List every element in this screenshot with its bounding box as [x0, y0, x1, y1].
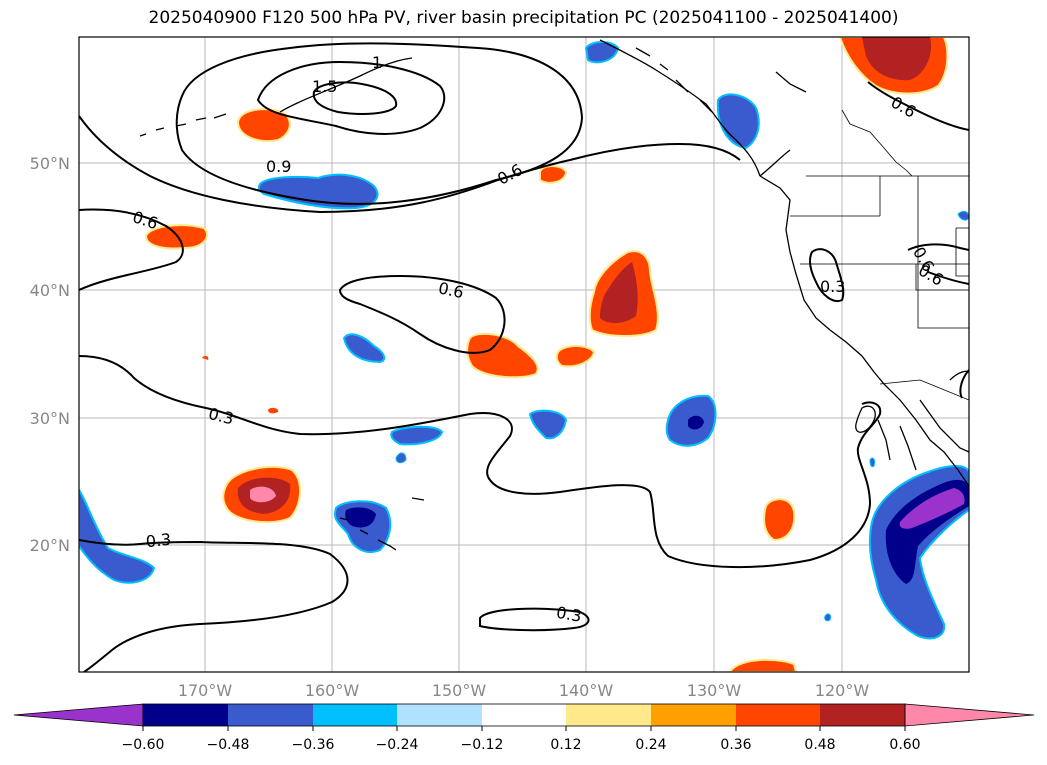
blob-40n-core	[600, 262, 638, 324]
contour-0.6-center	[338, 274, 506, 354]
lon-label: 130°W	[687, 681, 742, 700]
map-frame	[78, 36, 970, 673]
lon-label: 150°W	[432, 681, 487, 700]
colorbar-tick-label: 0.48	[804, 737, 835, 753]
blob-small-30n	[268, 407, 279, 414]
blob-49n	[539, 165, 568, 184]
blob-neg-westedge	[79, 488, 156, 584]
lat-label: 50°N	[30, 154, 70, 173]
colorbar-min-extend	[13, 703, 144, 727]
blob-small-34n	[202, 355, 209, 360]
contour-0.3-ca	[808, 248, 845, 302]
contour-label: 0.6	[437, 278, 466, 302]
contour-label: 1.5	[312, 77, 337, 96]
coastlines	[139, 39, 969, 551]
blob-37n	[466, 332, 539, 379]
blob-neg-29n	[390, 425, 444, 446]
colorbar-tick-label: 0.60	[889, 737, 920, 753]
colorbar-bin	[397, 704, 482, 726]
lon-label: 120°W	[815, 681, 870, 700]
colorbar-bin	[736, 704, 820, 726]
blob-36n	[555, 345, 596, 368]
lat-label: 40°N	[30, 281, 70, 300]
colorbar-tick-label: −0.36	[292, 737, 335, 753]
contour-label: 0.3	[145, 530, 172, 552]
colorbar-tick-label: −0.60	[122, 737, 165, 753]
lat-label: 30°N	[30, 409, 70, 428]
lon-label: 140°W	[559, 681, 614, 700]
contour-1	[256, 60, 446, 135]
colorbar-bin	[566, 704, 651, 726]
contour-0.6-north	[79, 115, 741, 214]
blob-neg-top	[584, 41, 620, 64]
blob-aleutian	[236, 108, 291, 142]
colorbar-bin	[143, 704, 228, 726]
map-panel: 1 1.5 0.9 0.6 0.6 0.6 0.6 0.3 0.3 0.6 0.…	[79, 37, 969, 672]
blob-neg-36n	[342, 333, 386, 364]
lat-label: 20°N	[30, 536, 70, 555]
latitude-labels: 50°N 40°N 30°N 20°N	[30, 154, 70, 555]
contour-0.3-west	[79, 355, 882, 569]
blob-neg-small-1	[824, 613, 831, 622]
colorbar-ticks	[142, 726, 906, 731]
colorbar-bin	[482, 704, 566, 726]
contour-0.9	[175, 42, 584, 205]
lon-label: 170°W	[178, 681, 233, 700]
contour-label: 1	[372, 53, 382, 72]
contour-0.3-south	[479, 607, 590, 632]
blob-neg-bc	[716, 93, 760, 150]
colorbar-tick-labels: −0.60 −0.48 −0.36 −0.24 −0.12 0.12 0.24 …	[122, 737, 921, 753]
contour-0.6-topright	[867, 81, 969, 131]
contour-edge	[959, 369, 969, 399]
colorbar-tick-label: −0.12	[461, 737, 504, 753]
blob-neg-30n	[528, 409, 568, 440]
colorbar: −0.60 −0.48 −0.36 −0.24 −0.12 0.12 0.24 …	[13, 703, 1035, 753]
lon-label: 160°W	[305, 681, 360, 700]
blob-23n-core	[250, 486, 276, 503]
colorbar-tick-label: 0.12	[550, 737, 581, 753]
blob-topright-core	[862, 37, 932, 81]
map-title: 2025040900 F120 500 hPa PV, river basin …	[148, 8, 899, 28]
contour-label: 0.3	[820, 277, 845, 296]
colorbar-bin	[313, 704, 397, 726]
blob-neg-small-2	[869, 457, 875, 468]
colorbar-max-extend	[904, 703, 1035, 727]
colorbar-tick-label: −0.24	[376, 737, 419, 753]
positive-anomalies	[144, 37, 949, 672]
contour-0.6-ca	[907, 243, 969, 285]
blob-bottom	[728, 658, 798, 672]
borders	[790, 109, 969, 401]
colorbar-tick-label: 0.36	[720, 737, 751, 753]
contour-label: 0.9	[266, 157, 291, 176]
colorbar-tick-label: −0.48	[207, 737, 250, 753]
negative-anomalies	[79, 41, 969, 640]
pv-contours	[79, 42, 969, 672]
contour-0.3-southwest	[79, 539, 349, 672]
colorbar-bin	[820, 704, 905, 726]
contour-1.5	[312, 81, 398, 115]
blob-21n	[763, 498, 796, 542]
colorbar-bin	[651, 704, 736, 726]
blob-neg-31n-core	[688, 415, 704, 430]
blob-neg-21n-core	[345, 507, 376, 528]
colorbar-tick-label: 0.24	[635, 737, 666, 753]
longitude-labels: 170°W 160°W 150°W 140°W 130°W 120°W	[178, 681, 870, 700]
blob-neg-mexico-core	[899, 488, 965, 529]
colorbar-bin	[228, 704, 313, 726]
contour-label: 0.3	[555, 603, 583, 626]
colorbar-outline	[142, 703, 906, 727]
blob-neg-27n	[395, 452, 407, 464]
contour-0.6-west	[79, 208, 184, 291]
blob-neg-small-3	[957, 210, 969, 221]
